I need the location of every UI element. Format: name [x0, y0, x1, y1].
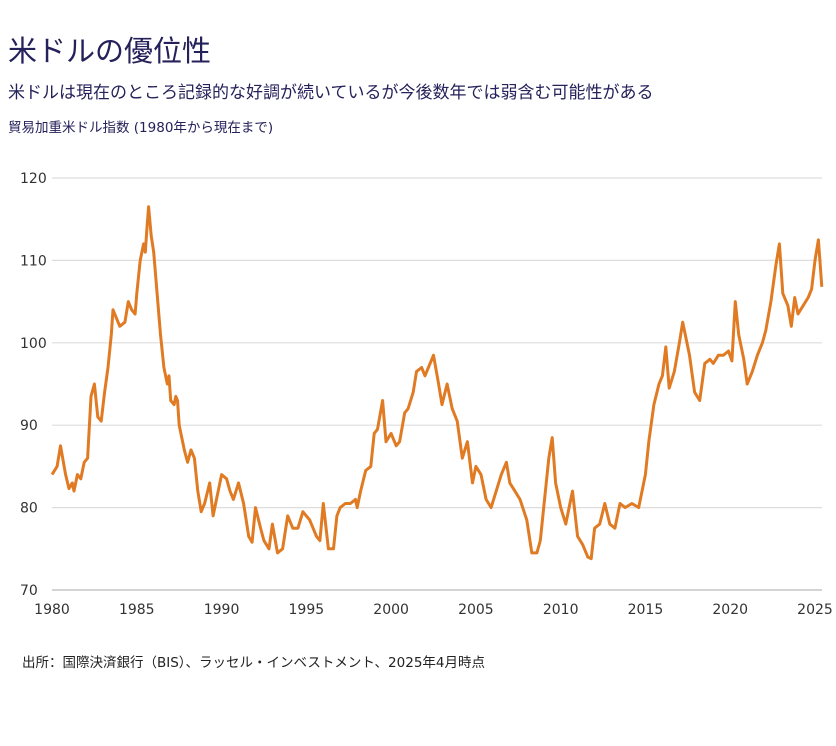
y-tick-label: 120 [20, 171, 47, 187]
x-tick-label: 2000 [373, 602, 409, 618]
y-tick-label: 80 [20, 501, 38, 517]
y-tick-label: 70 [20, 583, 38, 599]
x-tick-label: 2005 [458, 602, 494, 618]
x-tick-label: 2010 [543, 602, 579, 618]
source-note: 出所：国際決済銀行（BIS）、ラッセル・インベストメント、2025年4月時点 [22, 655, 486, 671]
x-tick-label: 1980 [34, 602, 70, 618]
x-tick-label: 1985 [119, 602, 155, 618]
chart-title: 貿易加重米ドル指数 (1980年から現在まで) [8, 120, 274, 136]
x-tick-label: 2015 [628, 602, 664, 618]
x-tick-label: 2025 [797, 602, 833, 618]
page-title: 米ドルの優位性 [8, 34, 212, 68]
data-line [50, 205, 824, 561]
y-tick-label: 90 [20, 418, 38, 434]
x-tick-label: 1990 [204, 602, 240, 618]
x-tick-label: 2020 [712, 602, 748, 618]
y-tick-label: 110 [20, 253, 47, 269]
y-tick-label: 100 [20, 336, 47, 352]
x-tick-label: 1995 [289, 602, 325, 618]
page-subtitle: 米ドルは現在のところ記録的な好調が続いているが今後数年では弱含む可能性がある [8, 83, 654, 103]
